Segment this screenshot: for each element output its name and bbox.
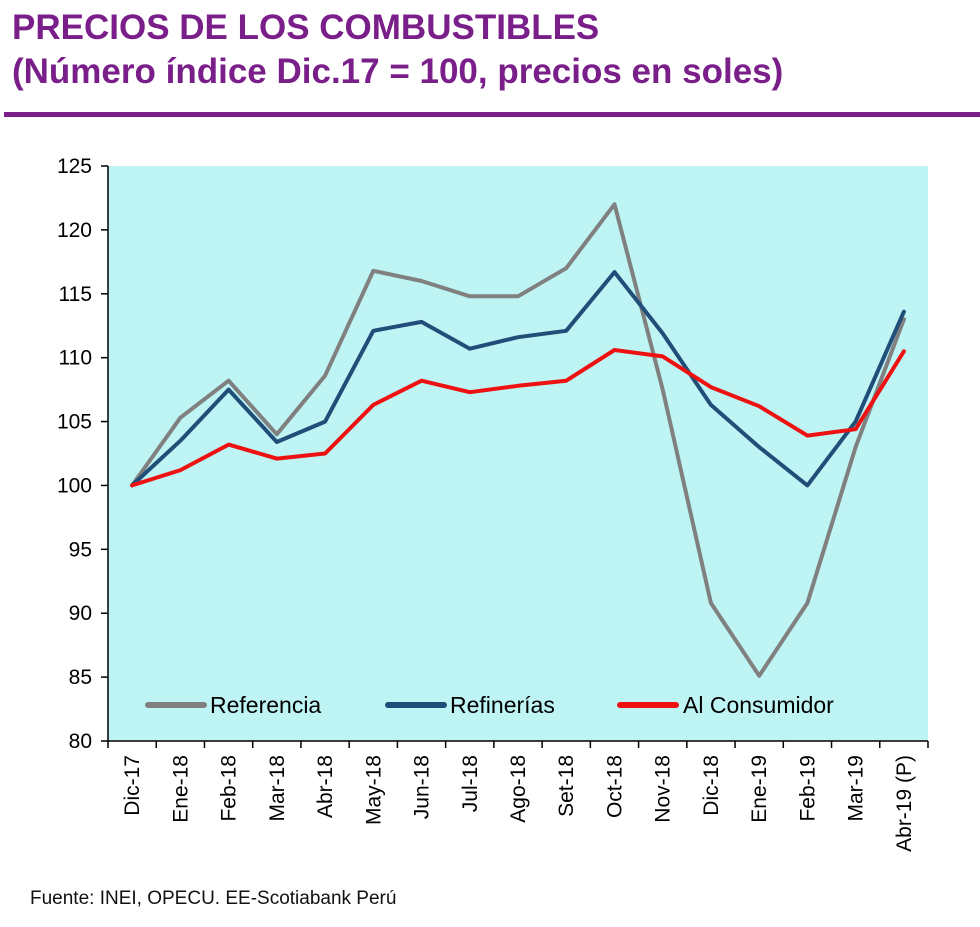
y-tick-label: 115 <box>59 283 92 306</box>
x-tick-label: Set-18 <box>555 755 578 817</box>
title-line-1: PRECIOS DE LOS COMBUSTIBLES <box>12 8 600 47</box>
y-tick-label: 95 <box>69 538 92 561</box>
y-tick-label: 110 <box>59 347 92 370</box>
series-line <box>130 348 906 488</box>
y-tick-label: 100 <box>57 474 92 497</box>
legend-label: Al Consumidor <box>683 692 834 718</box>
x-tick-label: Mar-18 <box>266 755 289 822</box>
x-tick-label: Jun-18 <box>411 755 434 819</box>
y-tick-label: 125 <box>57 155 92 178</box>
x-tick-label: Ene-18 <box>169 755 192 823</box>
x-tick-label: Oct-18 <box>603 755 626 818</box>
x-tick-label: Nov-18 <box>652 755 675 823</box>
y-tick-label: 105 <box>57 411 92 434</box>
x-tick-label: Dic-18 <box>700 755 723 816</box>
y-tick-label: 120 <box>57 219 92 242</box>
title-line-2: (Número índice Dic.17 = 100, precios en … <box>12 52 784 92</box>
y-tick-label: 90 <box>69 602 92 625</box>
y-tick-label: 80 <box>69 730 92 753</box>
x-tick-label: Mar-19 <box>845 755 868 822</box>
series-line <box>130 270 906 488</box>
legend-label: Refinerías <box>450 692 555 718</box>
x-tick-label: Abr-18 <box>314 755 337 818</box>
series-line <box>130 202 906 678</box>
plot-area <box>108 166 928 741</box>
x-tick-label: May-18 <box>362 755 385 825</box>
x-tick-label: Feb-19 <box>796 755 819 822</box>
x-tick-label: Abr-19 (P) <box>893 755 916 852</box>
title-divider <box>4 112 980 117</box>
source-note: Fuente: INEI, OPECU. EE-Scotiabank Perú <box>30 888 397 909</box>
x-tick-label: Feb-18 <box>218 755 241 822</box>
x-tick-label: Ene-19 <box>748 755 771 823</box>
x-tick-label: Dic-17 <box>121 755 144 816</box>
x-tick-label: Jul-18 <box>459 755 482 812</box>
legend-label: Referencia <box>210 692 321 718</box>
y-tick-label: 85 <box>69 666 92 689</box>
chart-title: PRECIOS DE LOS COMBUSTIBLES (Número índi… <box>12 6 783 94</box>
x-tick-label: Ago-18 <box>507 755 530 823</box>
